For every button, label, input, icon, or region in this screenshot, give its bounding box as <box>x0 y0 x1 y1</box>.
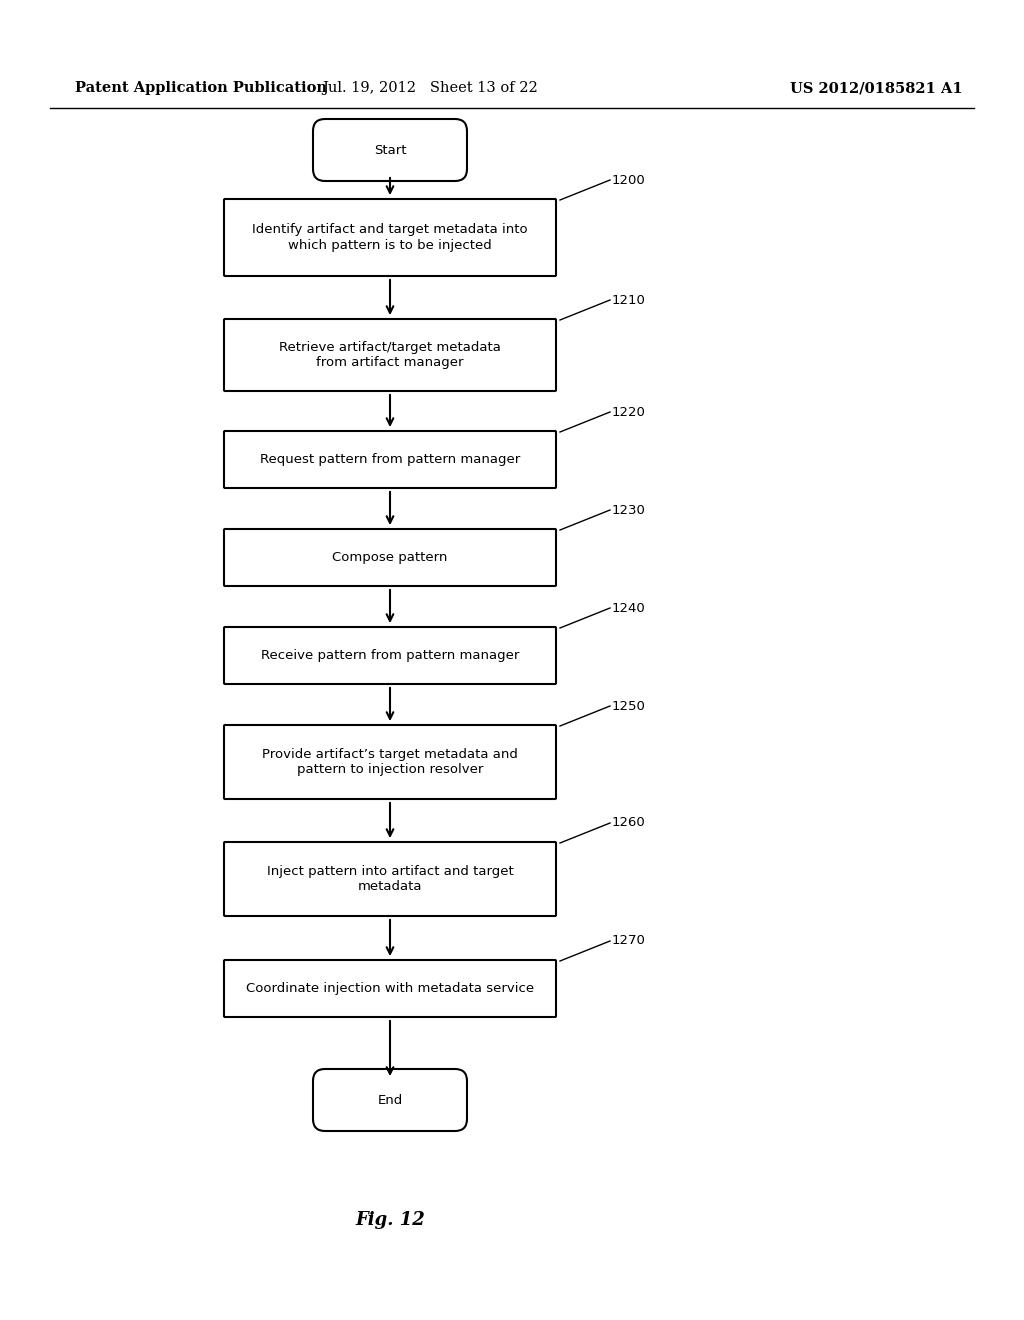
FancyBboxPatch shape <box>224 529 556 586</box>
FancyBboxPatch shape <box>224 319 556 391</box>
Text: Receive pattern from pattern manager: Receive pattern from pattern manager <box>261 649 519 663</box>
Text: Fig. 12: Fig. 12 <box>355 1210 425 1229</box>
FancyBboxPatch shape <box>313 119 467 181</box>
FancyBboxPatch shape <box>224 432 556 488</box>
Text: Inject pattern into artifact and target
metadata: Inject pattern into artifact and target … <box>266 865 513 894</box>
Text: 1210: 1210 <box>612 293 646 306</box>
FancyBboxPatch shape <box>224 842 556 916</box>
FancyBboxPatch shape <box>224 199 556 276</box>
Text: 1250: 1250 <box>612 700 646 713</box>
Text: Provide artifact’s target metadata and
pattern to injection resolver: Provide artifact’s target metadata and p… <box>262 748 518 776</box>
FancyBboxPatch shape <box>224 725 556 799</box>
Text: US 2012/0185821 A1: US 2012/0185821 A1 <box>790 81 963 95</box>
Text: 1220: 1220 <box>612 405 646 418</box>
FancyBboxPatch shape <box>224 960 556 1016</box>
Text: Coordinate injection with metadata service: Coordinate injection with metadata servi… <box>246 982 535 995</box>
FancyBboxPatch shape <box>224 627 556 684</box>
Text: 1240: 1240 <box>612 602 646 615</box>
Text: Start: Start <box>374 144 407 157</box>
Text: 1270: 1270 <box>612 935 646 948</box>
Text: Request pattern from pattern manager: Request pattern from pattern manager <box>260 453 520 466</box>
Text: 1200: 1200 <box>612 173 646 186</box>
Text: Retrieve artifact/target metadata
from artifact manager: Retrieve artifact/target metadata from a… <box>280 341 501 370</box>
FancyBboxPatch shape <box>313 1069 467 1131</box>
Text: Compose pattern: Compose pattern <box>333 550 447 564</box>
Text: End: End <box>378 1093 402 1106</box>
Text: Patent Application Publication: Patent Application Publication <box>75 81 327 95</box>
Text: 1260: 1260 <box>612 817 646 829</box>
Text: Identify artifact and target metadata into
which pattern is to be injected: Identify artifact and target metadata in… <box>252 223 527 252</box>
Text: Jul. 19, 2012   Sheet 13 of 22: Jul. 19, 2012 Sheet 13 of 22 <box>323 81 538 95</box>
Text: 1230: 1230 <box>612 503 646 516</box>
